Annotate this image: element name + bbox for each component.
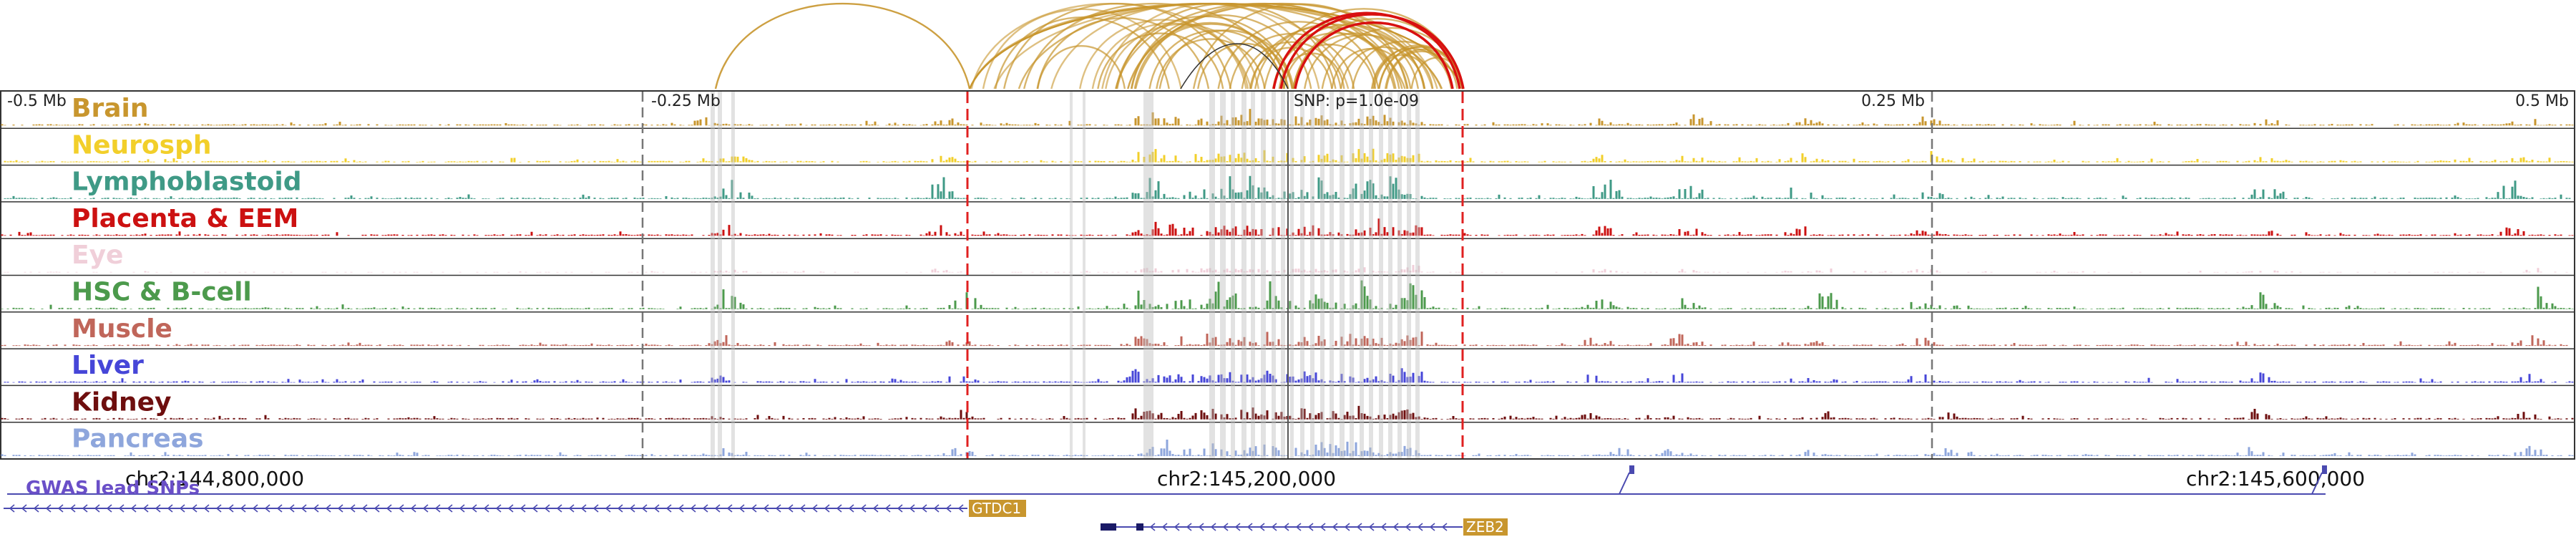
track-brain bbox=[1, 109, 2574, 126]
track-label: Kidney bbox=[72, 387, 172, 417]
highlighted-arc bbox=[1272, 11, 1461, 90]
highlight-column bbox=[1220, 92, 1226, 458]
track-label: Neurosph bbox=[72, 130, 212, 160]
coord-label-left: chr2:144,800,000 bbox=[125, 467, 304, 490]
scale-labels: -0.5 Mb -0.25 Mb 0.25 Mb 0.5 Mb SNP: p=1… bbox=[7, 92, 2569, 110]
gwas-snp-marker bbox=[1629, 465, 1634, 474]
highlight-column bbox=[1397, 92, 1402, 458]
highlight-column bbox=[1209, 92, 1215, 458]
highlight-column bbox=[1300, 92, 1304, 458]
gene-label-box bbox=[969, 500, 1026, 517]
interaction-arcs bbox=[714, 2, 1465, 90]
gwas-snp-marker bbox=[2322, 465, 2327, 474]
scale-label-left: -0.5 Mb bbox=[7, 92, 67, 110]
track-label: Muscle bbox=[72, 314, 172, 344]
interaction-arc bbox=[1370, 47, 1453, 90]
interaction-arc bbox=[1127, 2, 1438, 90]
interaction-arc bbox=[1156, 38, 1266, 90]
signal-bars bbox=[1, 332, 2568, 347]
snp-pvalue-label: SNP: p=1.0e-09 bbox=[1294, 92, 1419, 110]
track-label: HSC & B-cell bbox=[72, 278, 252, 307]
highlight-column bbox=[1320, 92, 1324, 458]
strand-arrows bbox=[1149, 523, 1448, 531]
interaction-arc bbox=[1282, 44, 1377, 90]
signal-bars bbox=[1, 440, 2574, 456]
highlight-column bbox=[1281, 92, 1285, 458]
interaction-arc bbox=[1241, 41, 1342, 90]
signal-bars bbox=[1, 109, 2574, 126]
gwas-snp-stem bbox=[2311, 472, 2323, 495]
highlight-column bbox=[1083, 92, 1085, 458]
genomic-coordinates: chr2:144,800,000 chr2:145,200,000 chr2:1… bbox=[125, 467, 2365, 490]
highlight-column bbox=[1070, 92, 1073, 458]
gene-label-box bbox=[1463, 518, 1508, 536]
highlight-column bbox=[1290, 92, 1294, 458]
gene-annotation-track: GTDC1 ZEB2 bbox=[4, 465, 2327, 536]
track-kidney bbox=[1, 384, 2575, 420]
strand-arrows bbox=[9, 504, 964, 513]
track-label: Liver bbox=[72, 351, 144, 380]
gene-exon bbox=[1136, 523, 1143, 531]
interaction-arc bbox=[714, 3, 971, 90]
gene-name-gtdc1: GTDC1 bbox=[972, 500, 1021, 517]
interaction-arc bbox=[1340, 46, 1426, 90]
signal-bars bbox=[1, 218, 2574, 236]
highlight-column bbox=[1143, 92, 1153, 458]
highlight-column bbox=[1340, 92, 1345, 458]
gwas-lead-snps-label: GWAS lead SNPs bbox=[26, 478, 200, 499]
highlight-column bbox=[1407, 92, 1411, 458]
highlight-column bbox=[1241, 92, 1246, 458]
highlight-column bbox=[1415, 92, 1420, 458]
highlight-column bbox=[1231, 92, 1235, 458]
track-panel bbox=[0, 90, 2575, 460]
highlight-column bbox=[1388, 92, 1392, 458]
highlight-column bbox=[1360, 92, 1364, 458]
scale-label-left-quarter: -0.25 Mb bbox=[651, 92, 721, 110]
highlight-column bbox=[711, 92, 715, 458]
interaction-arc bbox=[1037, 45, 1126, 90]
highlight-column bbox=[1369, 92, 1373, 458]
coord-label-right: chr2:145,600,000 bbox=[2186, 467, 2365, 490]
track-label: Eye bbox=[72, 241, 123, 270]
gene-exon bbox=[1101, 523, 1116, 531]
coord-label-center: chr2:145,200,000 bbox=[1157, 467, 1336, 490]
highlight-column bbox=[1310, 92, 1314, 458]
highlighted-arc bbox=[1294, 21, 1454, 90]
interaction-arc bbox=[1148, 29, 1285, 90]
interaction-arc bbox=[1385, 50, 1458, 90]
signal-bars bbox=[4, 148, 2574, 163]
highlight-column bbox=[1261, 92, 1266, 458]
highlight-column bbox=[1330, 92, 1334, 458]
signal-bars bbox=[4, 368, 2574, 383]
track-label: Pancreas bbox=[72, 425, 204, 454]
track-label: Lymphoblastoid bbox=[72, 168, 302, 197]
interaction-arc bbox=[1101, 2, 1320, 90]
snp-arc bbox=[1180, 43, 1289, 90]
highlight-column bbox=[1379, 92, 1383, 458]
signal-bars bbox=[1, 280, 2574, 309]
signal-bars bbox=[1, 405, 2574, 420]
interaction-arc bbox=[982, 8, 1182, 90]
track-label: Brain bbox=[72, 94, 148, 123]
gene-name-zeb2: ZEB2 bbox=[1466, 518, 1504, 536]
highlight-column bbox=[1251, 92, 1255, 458]
track-label: Placenta & EEM bbox=[72, 204, 298, 233]
highlight-column bbox=[731, 92, 735, 458]
interaction-arc bbox=[1372, 54, 1434, 90]
signal-bars bbox=[4, 265, 2568, 273]
gwas-snp-stem bbox=[1619, 472, 1630, 495]
interaction-arc bbox=[1079, 19, 1247, 90]
scale-label-right-quarter: 0.25 Mb bbox=[1861, 92, 1925, 110]
signal-bars bbox=[4, 175, 2571, 199]
interaction-arc bbox=[1097, 32, 1224, 90]
highlight-column bbox=[718, 92, 722, 458]
interaction-arc bbox=[995, 16, 1170, 90]
highlight-column bbox=[1350, 92, 1354, 458]
interaction-arc bbox=[1091, 22, 1249, 90]
scale-label-right: 0.5 Mb bbox=[2515, 92, 2569, 110]
track-labels: Brain Neurosph Lymphoblastoid Placenta & EE… bbox=[72, 94, 302, 454]
highlight-column bbox=[1272, 92, 1276, 458]
